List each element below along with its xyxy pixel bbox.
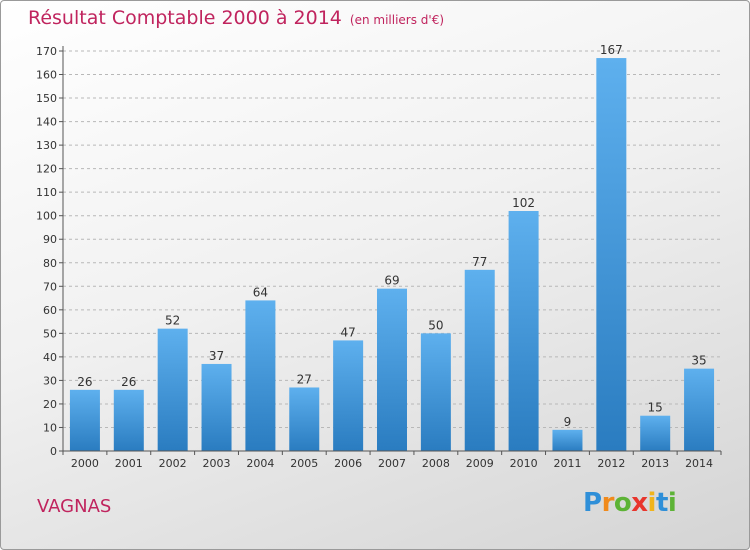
x-tick-label: 2013	[641, 457, 669, 470]
bar-2010	[508, 211, 539, 451]
y-tick-label: 70	[43, 280, 57, 293]
bar-2003	[201, 363, 232, 451]
bar-value-label: 26	[121, 375, 136, 389]
y-tick-label: 40	[43, 351, 57, 364]
bar-value-label: 35	[691, 354, 706, 368]
x-tick-label: 2000	[71, 457, 99, 470]
bar-2002	[157, 328, 188, 451]
y-tick-label: 100	[36, 210, 57, 223]
bar-value-label: 52	[165, 314, 180, 328]
y-tick-label: 170	[36, 45, 57, 58]
y-tick-label: 120	[36, 163, 57, 176]
bar-value-label: 69	[384, 274, 399, 288]
x-tick-label: 2014	[685, 457, 713, 470]
bars: 26 26 52 37 64 27 47 69 50 77 102 9 167 15 35	[69, 43, 715, 451]
y-tick-label: 20	[43, 398, 57, 411]
x-tick-label: 2005	[290, 457, 318, 470]
bar-2009	[464, 269, 495, 451]
x-tick-label: 2001	[115, 457, 143, 470]
bar-value-label: 26	[77, 375, 92, 389]
logo-letter: i	[667, 488, 677, 518]
bar-value-label: 47	[340, 325, 355, 339]
x-tick-label: 2006	[334, 457, 362, 470]
city-name: VAGNAS	[37, 496, 112, 517]
bar-2006	[333, 340, 364, 451]
y-tick-label: 10	[43, 421, 57, 434]
y-tick-label: 150	[36, 92, 57, 105]
bar-2012	[596, 58, 627, 451]
bar-2004	[245, 300, 276, 451]
x-tick-label: 2002	[159, 457, 187, 470]
y-tick-label: 30	[43, 374, 57, 387]
x-tick-label: 2011	[553, 457, 581, 470]
x-tick-label: 2012	[597, 457, 625, 470]
bar-value-label: 15	[648, 401, 663, 415]
bar-2000	[69, 389, 100, 451]
y-tick-label: 140	[36, 116, 57, 129]
logo-letter: r	[601, 488, 615, 518]
y-tick-label: 160	[36, 69, 57, 82]
chart-title-block: Résultat Comptable 2000 à 2014 (en millie…	[28, 7, 444, 29]
logo-letter: i	[647, 488, 657, 518]
bar-2008	[420, 333, 451, 451]
y-tick-label: 110	[36, 186, 57, 199]
proxiti-logo: Proxiti	[583, 488, 677, 518]
x-tick-label: 2010	[510, 457, 538, 470]
bar-2011	[552, 429, 583, 451]
bar-2013	[640, 415, 671, 451]
x-tick-label: 2008	[422, 457, 450, 470]
y-tick-label: 90	[43, 233, 57, 246]
y-tick-label: 50	[43, 327, 57, 340]
bar-2005	[289, 387, 320, 451]
axes: 0 10 20 30 40 50 60 70 80 90 100 110 120 130 140 150 160…	[36, 45, 722, 470]
x-tick-label: 2004	[246, 457, 274, 470]
bar-value-label: 50	[428, 318, 443, 332]
bar-2001	[113, 389, 144, 451]
chart-unit: (en milliers d'€)	[349, 13, 445, 27]
y-tick-label: 0	[50, 445, 57, 458]
bar-2007	[377, 288, 407, 451]
x-tick-label: 2003	[203, 457, 231, 470]
bar-value-label: 9	[564, 415, 572, 429]
y-tick-label: 80	[43, 257, 57, 270]
bar-value-label: 102	[512, 196, 535, 210]
logo-letter: o	[613, 488, 632, 518]
bar-value-label: 77	[472, 255, 487, 269]
x-tick-label: 2009	[466, 457, 494, 470]
y-tick-label: 130	[36, 139, 57, 152]
bar-value-label: 37	[209, 349, 224, 363]
logo-letter: x	[631, 488, 648, 518]
bar-value-label: 64	[253, 285, 268, 299]
chart-title: Résultat Comptable 2000 à 2014	[28, 7, 342, 29]
logo-letter: P	[583, 488, 602, 518]
logo-letter: t	[655, 488, 668, 518]
bar-2014	[684, 368, 715, 451]
bar-value-label: 167	[600, 43, 623, 57]
x-tick-label: 2007	[378, 457, 406, 470]
bar-value-label: 27	[297, 372, 312, 386]
y-tick-label: 60	[43, 304, 57, 317]
